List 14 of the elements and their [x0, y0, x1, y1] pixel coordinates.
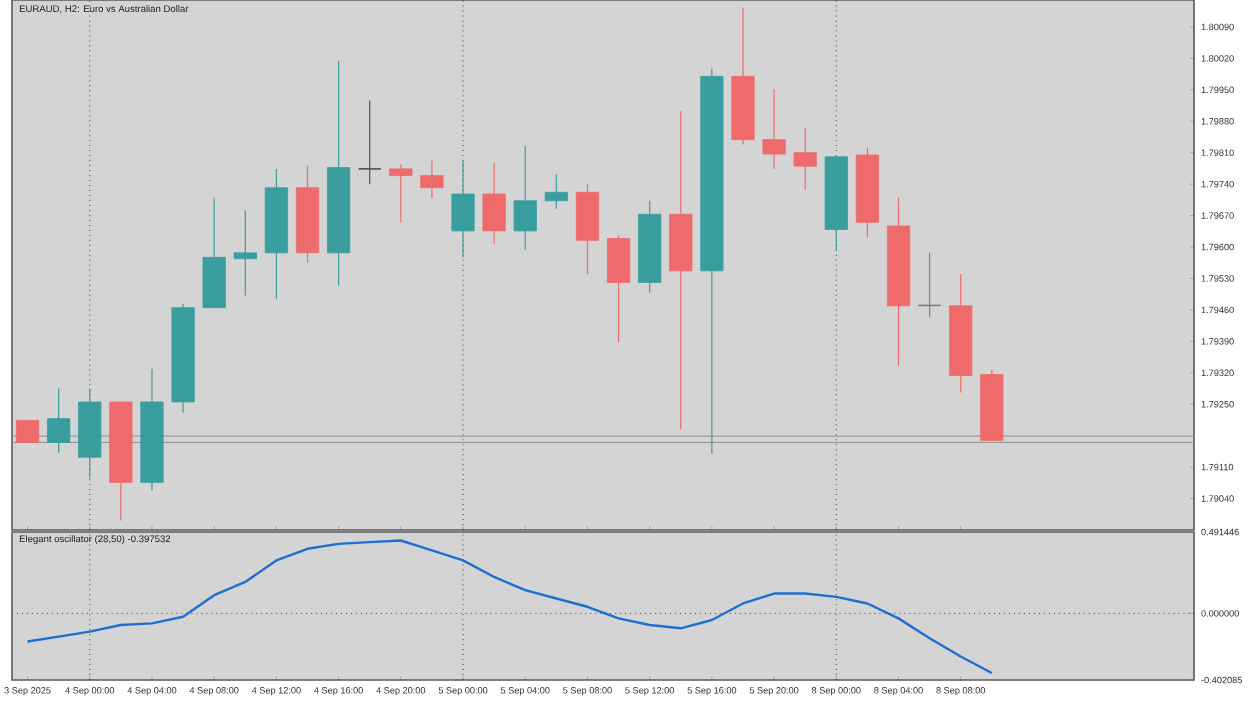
- candlestick: [513, 145, 537, 251]
- candlestick: [606, 234, 631, 343]
- candlestick: [233, 209, 257, 297]
- candlestick: [917, 252, 942, 319]
- candlestick: [544, 173, 568, 210]
- candlestick: [357, 100, 382, 185]
- candlestick: [482, 161, 506, 245]
- candlestick: [762, 88, 786, 170]
- candlestick: [389, 163, 413, 223]
- candlestick: [15, 419, 40, 444]
- candlestick: [420, 160, 444, 199]
- candlestick: [793, 126, 817, 191]
- candlestick: [451, 160, 475, 258]
- candlestick: [47, 387, 71, 454]
